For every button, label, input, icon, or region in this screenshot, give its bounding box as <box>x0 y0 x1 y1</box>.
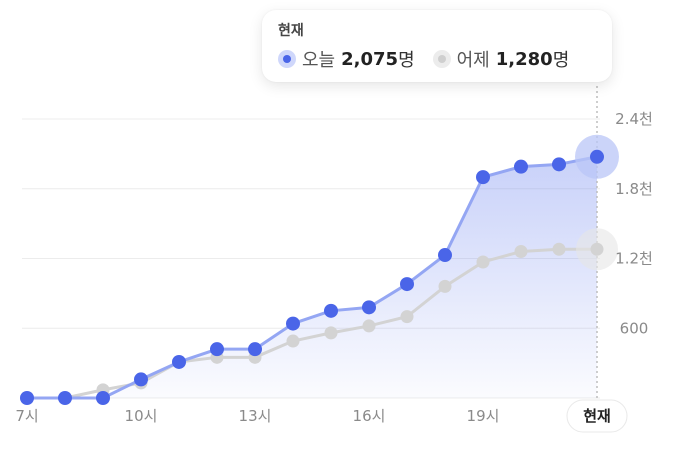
yesterday-point <box>514 245 528 259</box>
y-tick-label: 600 <box>620 319 649 337</box>
today-point <box>514 159 528 174</box>
today-point <box>96 391 110 405</box>
yesterday-point <box>400 310 414 324</box>
today-point <box>172 354 186 369</box>
today-line <box>27 155 598 400</box>
tooltip-values: 오늘 2,075 명 어제 1,280 명 <box>278 46 596 72</box>
today-point <box>134 372 148 387</box>
today-area-fill <box>27 156 597 398</box>
yesterday-line <box>27 247 597 400</box>
x-tick-label: 10시 <box>125 407 158 425</box>
tooltip-yesterday: 어제 1,280 명 <box>432 46 570 72</box>
y-axis-ticks: 600 1.2천 1.8천 2.4천 <box>615 110 653 337</box>
series-layer <box>20 134 619 405</box>
yesterday-label: 어제 <box>456 50 490 71</box>
tooltip-title: 현재 <box>278 23 304 39</box>
yesterday-point <box>286 334 300 348</box>
today-point <box>20 391 34 405</box>
yesterday-point <box>362 319 376 333</box>
today-label: 오늘 <box>302 50 336 71</box>
today-point <box>438 248 452 263</box>
current-tooltip: 현재 오늘 2,075 명 어제 1,280 명 <box>262 10 612 82</box>
x-tick-label-current: 현재 <box>583 407 611 425</box>
x-tick-label: 13시 <box>239 407 272 425</box>
current-tick-pill <box>566 399 628 433</box>
yesterday-point <box>438 279 452 293</box>
today-point <box>362 300 376 315</box>
x-tick-label: 19시 <box>467 407 500 425</box>
yesterday-point <box>476 255 490 269</box>
yesterday-value: 1,280 <box>495 48 553 70</box>
today-point <box>476 170 490 185</box>
today-point <box>590 149 604 164</box>
today-point <box>552 157 566 172</box>
today-value: 2,075 <box>341 48 399 70</box>
x-tick-label: 16시 <box>353 407 386 425</box>
today-point <box>324 303 338 318</box>
tooltip-today: 오늘 2,075 명 <box>278 46 415 72</box>
x-axis-ticks: 7시 10시 13시 16시 19시 현재 <box>15 399 628 433</box>
today-point <box>210 342 224 357</box>
yesterday-dot-icon <box>432 50 451 68</box>
today-unit: 명 <box>398 50 415 71</box>
today-point <box>286 316 300 331</box>
today-area <box>27 156 597 398</box>
y-tick-label: 1.8천 <box>615 180 653 198</box>
yesterday-point <box>590 242 604 256</box>
x-tick-label: 7시 <box>15 407 38 425</box>
today-point <box>400 277 414 292</box>
y-tick-label: 1.2천 <box>615 250 653 268</box>
today-dot-icon <box>278 50 296 68</box>
yesterday-point <box>324 326 338 340</box>
y-tick-label: 2.4천 <box>615 110 653 128</box>
today-point <box>58 391 72 405</box>
yesterday-point <box>552 242 566 256</box>
yesterday-unit: 명 <box>552 50 570 71</box>
today-point <box>248 342 262 357</box>
